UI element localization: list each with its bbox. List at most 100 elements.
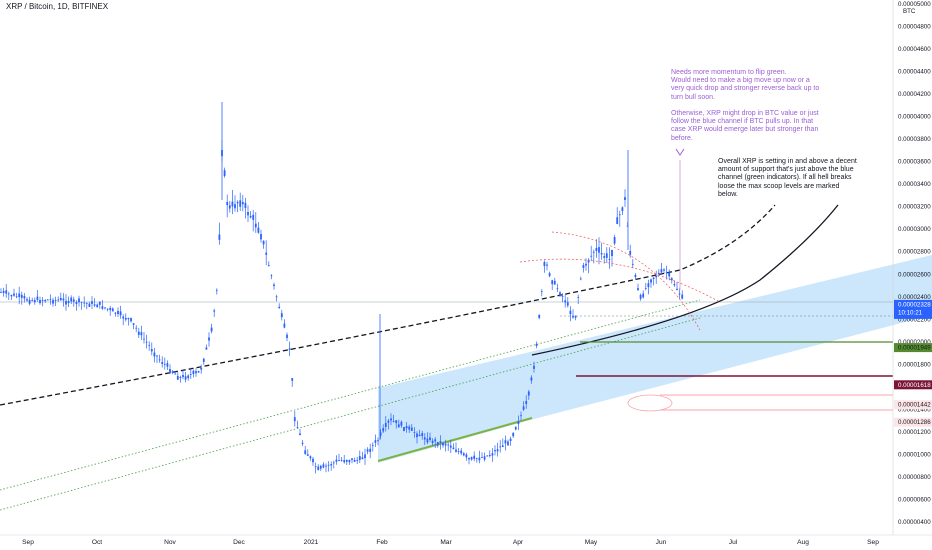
- red-dashed-arc-lower: [551, 231, 701, 331]
- candle-body: [104, 307, 106, 309]
- candle-body: [49, 299, 52, 301]
- candle-body: [650, 279, 652, 283]
- candle-body: [421, 433, 424, 437]
- candle-body: [551, 280, 554, 285]
- candle-body: [660, 269, 663, 273]
- candle-body: [210, 327, 213, 332]
- candle-body: [182, 375, 184, 378]
- green-support-segment: [377, 417, 533, 462]
- candle-body: [525, 401, 528, 404]
- candle-body: [161, 362, 164, 364]
- candle-body: [171, 371, 174, 373]
- candle-body: [423, 437, 426, 440]
- candle-body: [556, 288, 559, 290]
- purple-arrow-icon: [675, 148, 685, 156]
- candle-body: [655, 275, 658, 278]
- candle-body: [249, 215, 252, 218]
- time-tick-label: Aug: [797, 539, 809, 546]
- currency-label: BTC: [903, 8, 916, 15]
- price-tick-label: 0.00000400: [898, 519, 931, 526]
- candle-body: [624, 197, 626, 200]
- price-tick-label: 0.00001000: [898, 451, 931, 458]
- candle-body: [387, 420, 390, 423]
- candle-body: [54, 300, 57, 301]
- candle-body: [169, 369, 171, 373]
- candle-body: [304, 450, 307, 454]
- candle-body: [514, 427, 517, 430]
- candle-body: [348, 460, 351, 463]
- candle-body: [462, 453, 465, 456]
- candle-body: [507, 441, 509, 446]
- candle-body: [184, 376, 187, 380]
- candle-body: [309, 456, 312, 459]
- candle-body: [468, 458, 470, 460]
- candle-body: [111, 308, 114, 312]
- candle-body: [135, 327, 138, 329]
- candle-body: [218, 234, 221, 240]
- candle-body: [179, 377, 182, 378]
- candle-body: [254, 223, 257, 228]
- candle-body: [527, 391, 530, 396]
- candle-body: [499, 446, 502, 448]
- blue-channel-layer: [378, 255, 932, 463]
- price-tick-label: 0.00003400: [898, 181, 931, 188]
- candle-body: [416, 433, 418, 438]
- countdown-label: 10:10:21: [898, 309, 923, 316]
- candle-body: [109, 307, 112, 311]
- candle-body: [273, 284, 275, 286]
- candle-body: [637, 288, 639, 290]
- price-tick-label: 0.00004200: [898, 91, 931, 98]
- candle-body: [647, 283, 650, 288]
- level-price-label: 0.00001618: [898, 382, 931, 389]
- candle-body: [668, 272, 671, 277]
- candle-body: [434, 439, 437, 442]
- candle-body: [5, 290, 8, 294]
- price-tick-label: 0.00002000: [898, 339, 931, 346]
- candle-body: [400, 421, 403, 426]
- candle-body: [605, 253, 608, 258]
- candle-body: [343, 460, 346, 463]
- candle-body: [275, 296, 278, 298]
- candle-body: [486, 455, 489, 457]
- candle-body: [130, 318, 132, 322]
- candle-body: [587, 259, 590, 263]
- candle-body: [236, 202, 239, 204]
- candle-body: [447, 444, 450, 446]
- candle-body: [603, 256, 606, 258]
- candle-body: [520, 415, 522, 417]
- candle-body: [78, 298, 80, 303]
- candle-body: [473, 455, 476, 459]
- candle-body: [166, 363, 169, 367]
- black-dashed-projection: [0, 204, 776, 406]
- candle-body: [366, 449, 369, 452]
- price-tick-label: 0.00005000: [898, 1, 931, 8]
- candle-body: [436, 442, 439, 446]
- candle-body: [369, 448, 372, 452]
- candle-body: [317, 466, 320, 470]
- candle-body: [28, 299, 31, 304]
- candle-body: [559, 292, 561, 296]
- level-price-label: 0.00001286: [898, 419, 931, 426]
- candle-body: [561, 296, 564, 298]
- candle-body: [322, 464, 325, 468]
- candle-body: [543, 262, 546, 266]
- candle-body: [41, 300, 44, 301]
- level-price-box: [894, 343, 932, 353]
- candle-body: [0, 292, 2, 293]
- candle-body: [429, 437, 431, 440]
- candle-body: [405, 426, 408, 429]
- time-axis[interactable]: Sep Oct Nov Dec 2021 Feb Mar Apr May Jun Jul Aug Sep: [0, 534, 932, 546]
- candle-body: [59, 298, 62, 301]
- candle-body: [234, 204, 236, 209]
- candle-body: [470, 457, 473, 460]
- candle-body: [187, 375, 190, 379]
- candle-body: [67, 301, 70, 304]
- candle-body: [397, 424, 400, 428]
- candle-body: [553, 280, 556, 285]
- candle-body: [228, 205, 231, 209]
- candle-body: [639, 295, 642, 299]
- candle-body: [353, 460, 356, 462]
- candle-body: [33, 300, 36, 303]
- candle-body: [143, 338, 145, 340]
